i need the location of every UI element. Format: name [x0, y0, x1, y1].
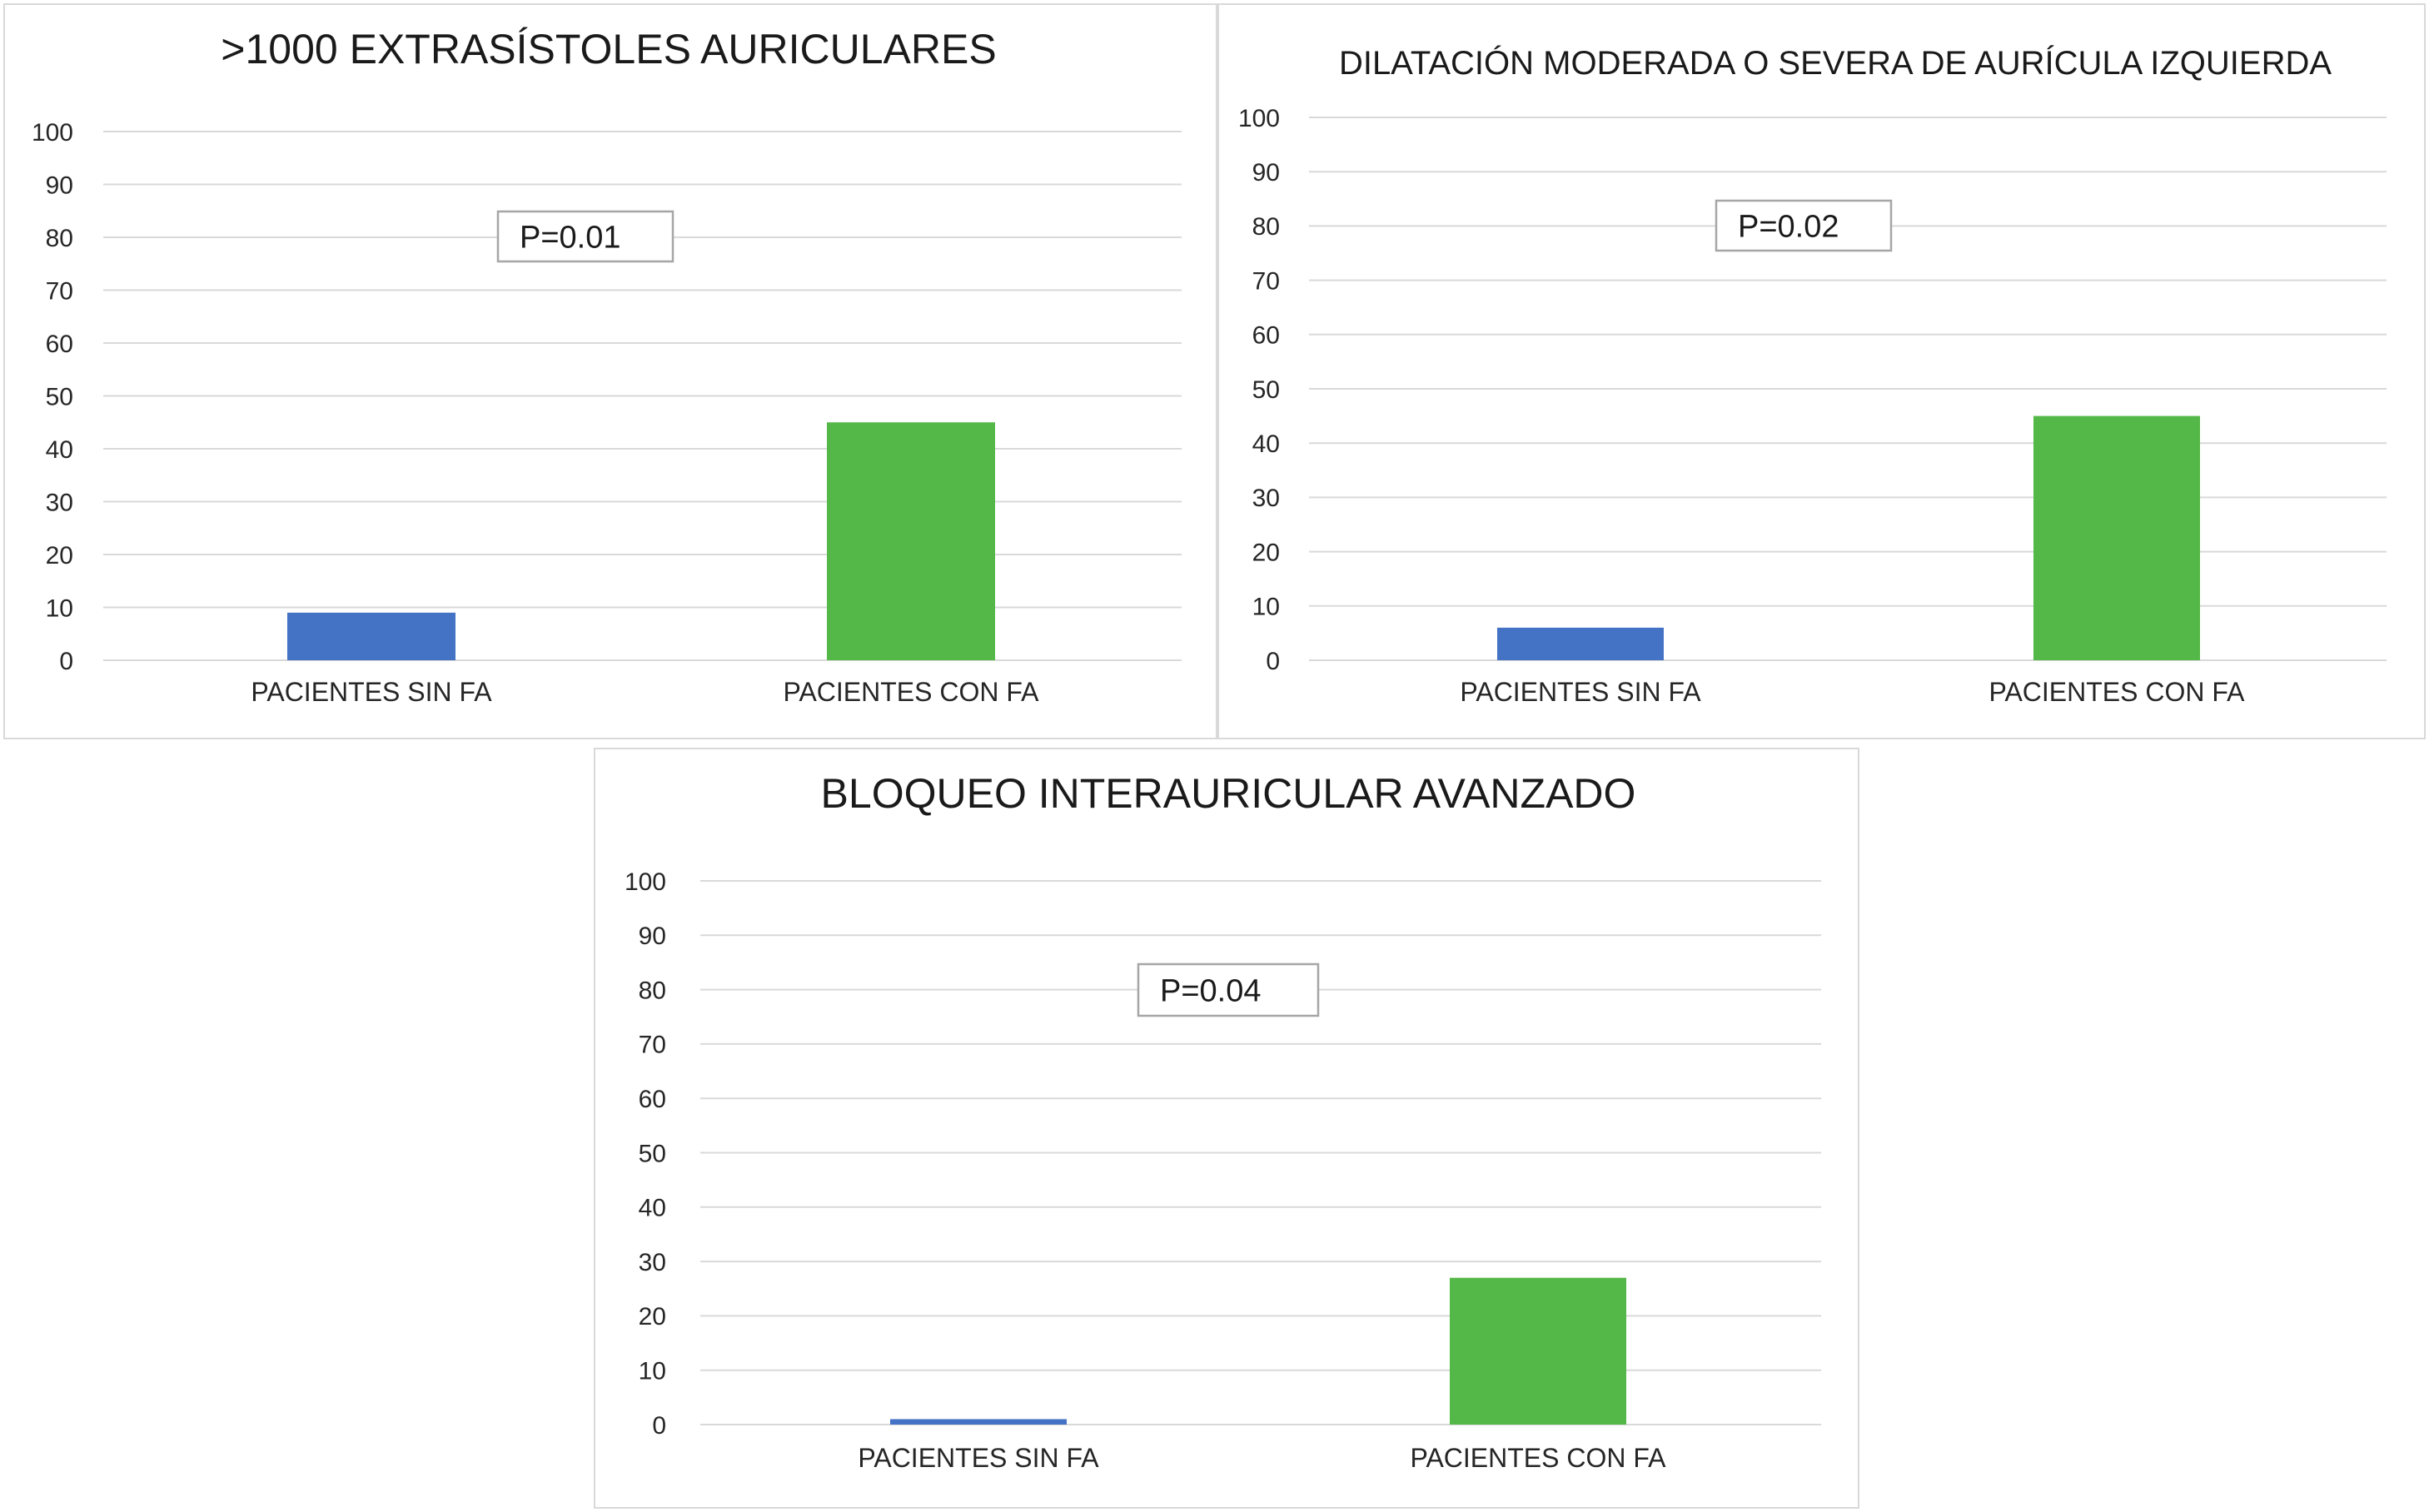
y-tick-label: 0 [1266, 648, 1280, 675]
y-tick-label: 20 [639, 1303, 666, 1330]
y-tick-label: 10 [46, 594, 73, 622]
y-tick-label: 90 [639, 923, 666, 950]
y-tick-label: 90 [46, 172, 73, 199]
y-tick-label: 20 [46, 542, 73, 569]
chart-svg-extrasistoles: 0 10 20 30 40 50 60 70 80 90 100 PACIENTES SIN FA PA… [32, 26, 1182, 707]
p-value-annotation: P=0.04 [1137, 962, 1320, 1017]
y-tick-label: 100 [1238, 105, 1280, 132]
p-value-annotation: P=0.01 [496, 210, 674, 263]
p-value-annotation: P=0.02 [1715, 199, 1893, 252]
y-tick-label: 30 [46, 489, 73, 516]
y-tick-label: 70 [46, 277, 73, 305]
y-tick-label: 90 [1252, 159, 1280, 187]
bar-con-fa [827, 422, 995, 660]
bar-con-fa [2033, 415, 2200, 660]
y-tick-label: 100 [625, 868, 666, 896]
y-tick-label: 80 [1252, 213, 1280, 241]
y-tick-label: 60 [46, 331, 73, 358]
chart-panel-dilatacion: 0 10 20 30 40 50 60 70 80 90 100 PACIENTES SIN FA PA… [1217, 3, 2426, 739]
chart-title: DILATACIÓN MODERADA O SEVERA DE AURÍCULA… [1339, 44, 2332, 82]
chart-title: >1000 EXTRASÍSTOLES AURICULARES [221, 26, 996, 72]
y-tick-label: 40 [1252, 430, 1280, 458]
y-tick-label: 70 [639, 1032, 666, 1059]
y-tick-label: 10 [1252, 594, 1280, 621]
category-label: PACIENTES SIN FA [858, 1443, 1099, 1473]
p-value-text: P=0.02 [1738, 209, 1839, 244]
bar-con-fa [1450, 1277, 1626, 1425]
category-label: PACIENTES SIN FA [251, 677, 492, 707]
y-tick-label: 80 [46, 225, 73, 252]
y-tick-label: 70 [1252, 267, 1280, 295]
bar-sin-fa [890, 1419, 1067, 1425]
y-tick-label: 80 [639, 977, 666, 1004]
y-tick-label: 60 [639, 1086, 666, 1113]
y-tick-label: 30 [1252, 485, 1280, 512]
chart-svg-dilatacion: 0 10 20 30 40 50 60 70 80 90 100 PACIENTES SIN FA PA… [1238, 44, 2387, 707]
chart-panel-extrasistoles: 0 10 20 30 40 50 60 70 80 90 100 PACIENTES SIN FA PA… [3, 3, 1217, 739]
chart-title: BLOQUEO INTERAURICULAR AVANZADO [821, 770, 1636, 817]
category-label: PACIENTES CON FA [1410, 1443, 1666, 1473]
category-label: PACIENTES SIN FA [1460, 677, 1701, 707]
y-tick-label: 40 [46, 436, 73, 464]
y-tick-label: 50 [639, 1140, 666, 1167]
y-tick-label: 50 [46, 383, 73, 410]
y-tick-label: 60 [1252, 322, 1280, 350]
bar-sin-fa [1497, 627, 1664, 660]
y-tick-label: 40 [639, 1195, 666, 1222]
y-tick-label: 0 [59, 648, 73, 675]
y-tick-label: 30 [639, 1249, 666, 1276]
y-tick-label: 0 [652, 1412, 666, 1440]
chart-panel-bloqueo: 0 10 20 30 40 50 60 70 80 90 100 PACIENTES SIN FA PA… [594, 748, 1859, 1509]
category-label: PACIENTES CON FA [783, 677, 1039, 707]
bar-sin-fa [287, 612, 455, 660]
y-tick-label: 100 [32, 119, 73, 147]
y-tick-label: 20 [1252, 539, 1280, 566]
p-value-text: P=0.01 [520, 220, 621, 255]
category-label: PACIENTES CON FA [1988, 677, 2245, 707]
chart-svg-bloqueo: 0 10 20 30 40 50 60 70 80 90 100 PACIENTES SIN FA PA… [625, 770, 1821, 1473]
p-value-text: P=0.04 [1160, 973, 1262, 1008]
y-tick-label: 50 [1252, 376, 1280, 404]
y-tick-label: 10 [639, 1358, 666, 1385]
